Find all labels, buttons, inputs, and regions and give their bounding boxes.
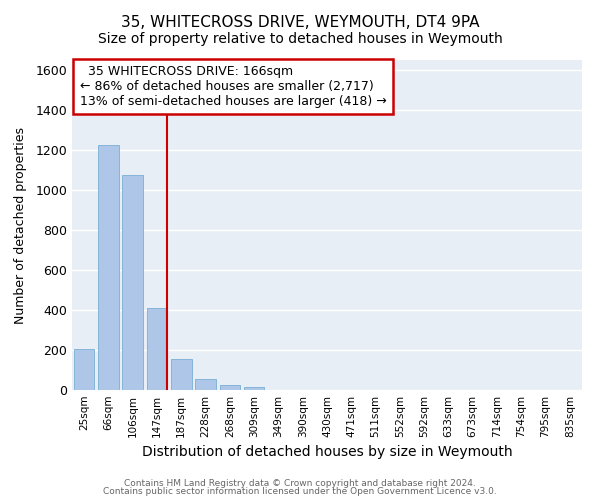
Bar (244, 387, 265, 390)
Text: Contains HM Land Registry data © Crown copyright and database right 2024.: Contains HM Land Registry data © Crown c… (124, 478, 476, 488)
Text: Size of property relative to detached houses in Weymouth: Size of property relative to detached ho… (98, 32, 502, 46)
Bar (122, 175, 143, 390)
Bar (220, 385, 240, 390)
X-axis label: Distribution of detached houses by size in Weymouth: Distribution of detached houses by size … (142, 446, 512, 460)
Bar (171, 359, 191, 390)
Text: 35 WHITECROSS DRIVE: 166sqm
← 86% of detached houses are smaller (2,717)
13% of : 35 WHITECROSS DRIVE: 166sqm ← 86% of det… (80, 65, 386, 108)
Bar (195, 379, 216, 390)
Text: 35, WHITECROSS DRIVE, WEYMOUTH, DT4 9PA: 35, WHITECROSS DRIVE, WEYMOUTH, DT4 9PA (121, 15, 479, 30)
Bar (146, 308, 167, 390)
Bar (98, 145, 119, 390)
Bar (74, 349, 94, 390)
Text: Contains public sector information licensed under the Open Government Licence v3: Contains public sector information licen… (103, 487, 497, 496)
Y-axis label: Number of detached properties: Number of detached properties (14, 126, 27, 324)
